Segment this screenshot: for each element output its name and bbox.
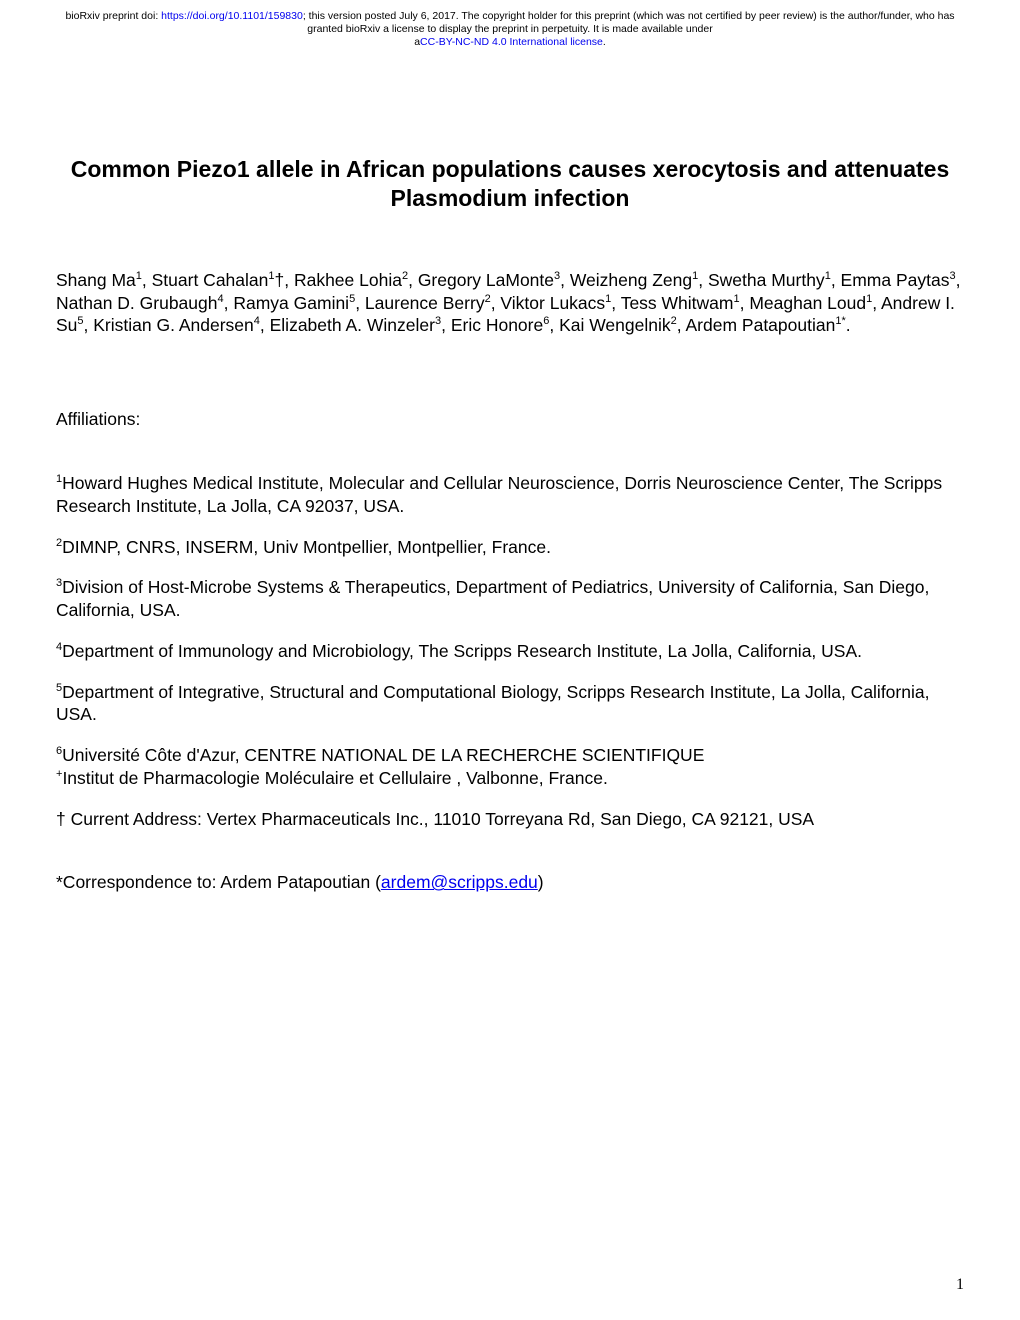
doi-link[interactable]: https://doi.org/10.1101/159830 [161, 10, 303, 22]
affiliation-6: 6Université Côte d'Azur, CENTRE NATIONAL… [56, 744, 964, 767]
license-link[interactable]: CC-BY-NC-ND 4.0 International license [420, 36, 603, 48]
affiliation-5: 5Department of Integrative, Structural a… [56, 681, 964, 727]
author-list: Shang Ma1, Stuart Cahalan1†, Rakhee Lohi… [56, 269, 964, 337]
page-content: Common Piezo1 allele in African populati… [0, 55, 1020, 893]
correspondence-line: *Correspondence to: Ardem Patapoutian (a… [56, 872, 964, 893]
affiliation-3: 3Division of Host-Microbe Systems & Ther… [56, 576, 964, 622]
banner-middle: ; this version posted July 6, 2017. The … [303, 10, 955, 35]
banner-prefix: bioRxiv preprint doi: [65, 10, 161, 22]
affiliation-4: 4Department of Immunology and Microbiolo… [56, 640, 964, 663]
correspondence-email-link[interactable]: ardem@scripps.edu [381, 872, 538, 892]
paper-title: Common Piezo1 allele in African populati… [56, 155, 964, 213]
license-suffix: . [603, 36, 606, 48]
preprint-banner: bioRxiv preprint doi: https://doi.org/10… [0, 0, 1020, 55]
correspondence-prefix: *Correspondence to: Ardem Patapoutian ( [56, 872, 381, 892]
correspondence-suffix: ) [538, 872, 544, 892]
affiliation-1: 1Howard Hughes Medical Institute, Molecu… [56, 472, 964, 518]
affiliation-7: +Institut de Pharmacologie Moléculaire e… [56, 767, 964, 790]
current-address-note: † Current Address: Vertex Pharmaceutical… [56, 808, 964, 831]
affiliation-2: 2DIMNP, CNRS, INSERM, Univ Montpellier, … [56, 536, 964, 559]
affiliations-heading: Affiliations: [56, 409, 964, 430]
page-number: 1 [956, 1276, 964, 1294]
